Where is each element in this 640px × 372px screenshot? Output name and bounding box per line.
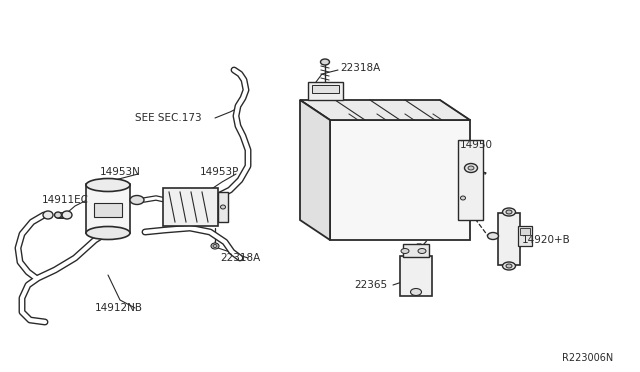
- Bar: [518, 226, 532, 246]
- Ellipse shape: [321, 59, 330, 65]
- Bar: [400, 256, 432, 296]
- Bar: [308, 82, 343, 100]
- Ellipse shape: [86, 227, 130, 240]
- Text: 22318A: 22318A: [220, 253, 260, 263]
- Ellipse shape: [54, 212, 61, 218]
- Text: 14920+B: 14920+B: [522, 235, 571, 245]
- Ellipse shape: [211, 243, 219, 249]
- Bar: [218, 192, 228, 222]
- Ellipse shape: [213, 244, 217, 247]
- Text: 14953P: 14953P: [200, 167, 239, 177]
- Text: 14912NB: 14912NB: [95, 303, 143, 313]
- Bar: [458, 140, 483, 220]
- Text: 22365: 22365: [354, 280, 387, 290]
- Bar: [86, 184, 130, 233]
- Polygon shape: [300, 100, 470, 120]
- Ellipse shape: [506, 210, 512, 214]
- Ellipse shape: [502, 262, 515, 270]
- Bar: [312, 85, 339, 93]
- Bar: [94, 203, 122, 217]
- Bar: [498, 213, 520, 265]
- Ellipse shape: [502, 208, 515, 216]
- Polygon shape: [300, 100, 330, 240]
- Bar: [163, 188, 218, 226]
- Text: SEE SEC.173: SEE SEC.173: [135, 113, 202, 123]
- Text: 14950: 14950: [460, 140, 493, 150]
- Bar: [520, 228, 530, 235]
- Ellipse shape: [86, 179, 130, 192]
- Ellipse shape: [506, 264, 512, 268]
- Ellipse shape: [488, 232, 499, 240]
- Text: 14911EC: 14911EC: [42, 195, 89, 205]
- Ellipse shape: [461, 196, 465, 200]
- Ellipse shape: [221, 205, 225, 209]
- Ellipse shape: [410, 289, 422, 295]
- Ellipse shape: [43, 211, 53, 219]
- Ellipse shape: [418, 248, 426, 253]
- Ellipse shape: [62, 211, 72, 219]
- Text: 22318A: 22318A: [340, 63, 380, 73]
- Bar: [403, 244, 429, 257]
- Bar: [330, 120, 470, 240]
- Text: 14953N: 14953N: [100, 167, 141, 177]
- Ellipse shape: [401, 248, 409, 253]
- Text: R223006N: R223006N: [562, 353, 613, 363]
- Ellipse shape: [465, 164, 477, 173]
- Ellipse shape: [130, 196, 144, 205]
- Ellipse shape: [468, 166, 474, 170]
